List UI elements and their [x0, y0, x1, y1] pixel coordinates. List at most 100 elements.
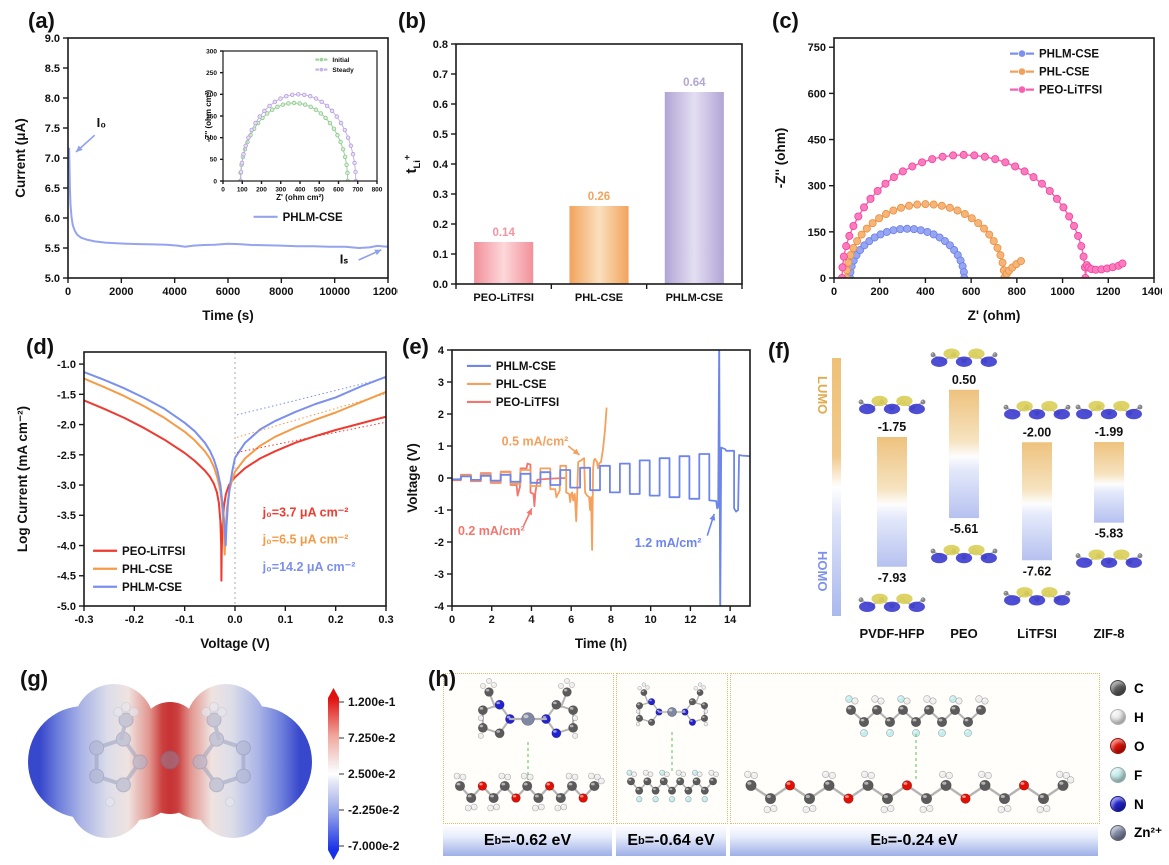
- panel-e-critical-current: 0 2 4 6 8 10 12 14 -4 -3 -2 -1 0 1 2 3 4 0.5 mA/cm² 0.2 mA…: [402, 338, 758, 656]
- svg-text:0: 0: [213, 179, 217, 186]
- svg-text:-3.5: -3.5: [57, 510, 76, 522]
- svg-text:-5.83: -5.83: [1095, 527, 1124, 541]
- panel-label-f: (f): [768, 338, 790, 363]
- svg-text:12000: 12000: [373, 286, 398, 298]
- atom-legend-H: H: [1110, 709, 1144, 725]
- svg-text:-1.0: -1.0: [57, 359, 76, 371]
- a-plot: 0200040006000800010000120005.05.56.06.57…: [13, 33, 403, 323]
- svg-text:8.0: 8.0: [45, 93, 60, 105]
- svg-text:200: 200: [871, 286, 889, 298]
- esp-colorbar: [328, 698, 339, 850]
- svg-text:-0.1: -0.1: [175, 614, 194, 626]
- svg-text:0.2 mA/cm²: 0.2 mA/cm²: [458, 524, 525, 538]
- molecular-orbital-image: [1003, 587, 1071, 606]
- svg-text:-7.93: -7.93: [878, 571, 907, 585]
- svg-text:0.64: 0.64: [683, 77, 706, 89]
- atom-ball-icon: [1110, 680, 1126, 696]
- eb-symbol: E: [627, 832, 639, 849]
- svg-text:4: 4: [438, 345, 445, 357]
- svg-text:PHLM-CSE: PHLM-CSE: [283, 212, 343, 224]
- molecular-orbital-image: [1075, 549, 1143, 568]
- svg-text:-2.00: -2.00: [1023, 425, 1052, 439]
- svg-text:7.0: 7.0: [45, 153, 60, 165]
- colorbar-bottom-arrow: [328, 850, 339, 860]
- atom-label: F: [1134, 767, 1143, 783]
- svg-text:-Z'' (ohm): -Z'' (ohm): [773, 128, 788, 188]
- svg-text:0.3: 0.3: [378, 614, 393, 626]
- svg-text:Log Current (mA cm⁻²): Log Current (mA cm⁻²): [15, 406, 30, 552]
- atom-ball-icon: [1110, 709, 1126, 725]
- svg-text:1.200e-1: 1.200e-1: [348, 695, 396, 709]
- svg-text:2: 2: [489, 614, 495, 626]
- svg-text:0.1: 0.1: [433, 249, 448, 261]
- chart-e: 0 2 4 6 8 10 12 14 -4 -3 -2 -1 0 1 2 3 4 0.5 mA/cm² 0.2 mA…: [402, 338, 758, 656]
- svg-text:10: 10: [645, 614, 657, 626]
- svg-text:-1: -1: [434, 505, 444, 517]
- svg-text:0: 0: [438, 473, 444, 485]
- molecular-orbital-image: [1003, 401, 1071, 420]
- svg-text:300: 300: [275, 187, 286, 194]
- series-PHLM-CSE: [849, 228, 965, 278]
- esp-molecule-skeleton: [89, 702, 251, 807]
- eb-symbol: E: [483, 832, 495, 849]
- svg-text:Current (μA): Current (μA): [13, 118, 28, 198]
- svg-text:0.8: 0.8: [433, 39, 448, 51]
- atom-legend-F: F: [1110, 767, 1142, 783]
- eb-sub: b: [881, 835, 888, 847]
- eb-value: =-0.24 eV: [887, 832, 958, 849]
- atom-label: Zn²⁺: [1134, 825, 1163, 840]
- atom-ball-icon: [1110, 796, 1126, 812]
- svg-text:0: 0: [65, 286, 71, 298]
- svg-text:-2.250e-2: -2.250e-2: [348, 803, 400, 817]
- svg-text:-Z'' (ohm cm²): -Z'' (ohm cm²): [204, 90, 213, 143]
- panel-b-transference-number: 0.0 0.1 0.2 0.3 0.4 0.5 0.6 0.7 0.8 PEO-LiTFSI PHL…: [400, 10, 756, 328]
- svg-text:8: 8: [608, 614, 614, 626]
- panel-a-chronoamperometry: 0200040006000800010000120005.05.56.06.57…: [10, 10, 403, 328]
- series-PEO-LiTFSI: [84, 399, 386, 582]
- svg-text:3: 3: [438, 377, 444, 389]
- svg-text:0: 0: [449, 614, 455, 626]
- svg-text:-1.5: -1.5: [57, 389, 76, 401]
- svg-text:0.3: 0.3: [433, 189, 448, 201]
- svg-text:0.2: 0.2: [328, 614, 343, 626]
- svg-text:-4.0: -4.0: [57, 540, 76, 552]
- svg-text:j₀=6.5 μA cm⁻²: j₀=6.5 μA cm⁻²: [262, 533, 349, 547]
- svg-text:750: 750: [808, 42, 826, 54]
- series-PHL-CSE: [452, 407, 608, 551]
- svg-text:150: 150: [206, 114, 217, 121]
- svg-text:0.26: 0.26: [588, 191, 610, 203]
- svg-text:Z' (ohm): Z' (ohm): [968, 308, 1021, 323]
- energy-diagram: LUMO HOMO -1.75 -7.93 PVDF-HFP 0.50 -5.61 PEO -2…: [815, 348, 1143, 641]
- atom-label: C: [1134, 680, 1144, 696]
- svg-text:8000: 8000: [269, 286, 293, 298]
- svg-text:6.0: 6.0: [45, 213, 60, 225]
- svg-text:0.5 mA/cm²: 0.5 mA/cm²: [502, 434, 569, 448]
- svg-text:5.0: 5.0: [45, 273, 60, 285]
- molecular-orbital-image: [858, 395, 926, 415]
- panel-label-b: (b): [398, 8, 427, 33]
- panel-label-e: (e): [402, 334, 429, 359]
- a-inset: 0 100 200 300 400 500 600 700 800 0 50 100 150 200 250…: [196, 45, 384, 209]
- svg-text:-5.0: -5.0: [57, 601, 76, 613]
- b-plot: 0.0 0.1 0.2 0.3 0.4 0.5 0.6 0.7 0.8 PEO-LiTFSI PHL…: [402, 39, 743, 304]
- svg-text:PEO-LiTFSI: PEO-LiTFSI: [496, 397, 559, 409]
- svg-text:Time (s): Time (s): [202, 308, 254, 323]
- eb-value: =-0.64 eV: [644, 832, 715, 849]
- svg-text:-2: -2: [434, 537, 444, 549]
- svg-text:1200: 1200: [1096, 286, 1120, 298]
- svg-text:700: 700: [352, 187, 363, 194]
- svg-text:-2.5: -2.5: [57, 450, 76, 462]
- svg-text:-7.000e-2: -7.000e-2: [348, 839, 400, 853]
- bar-PHL-CSE: [569, 206, 629, 284]
- chart-a: 0200040006000800010000120005.05.56.06.57…: [10, 10, 403, 328]
- atom-legend-C: C: [1110, 680, 1144, 696]
- c-series-group: [838, 150, 1127, 278]
- svg-text:0: 0: [221, 187, 225, 194]
- panel-label-a: (a): [28, 8, 55, 33]
- svg-text:0.7: 0.7: [433, 69, 448, 81]
- molecular-orbital-image: [930, 348, 998, 367]
